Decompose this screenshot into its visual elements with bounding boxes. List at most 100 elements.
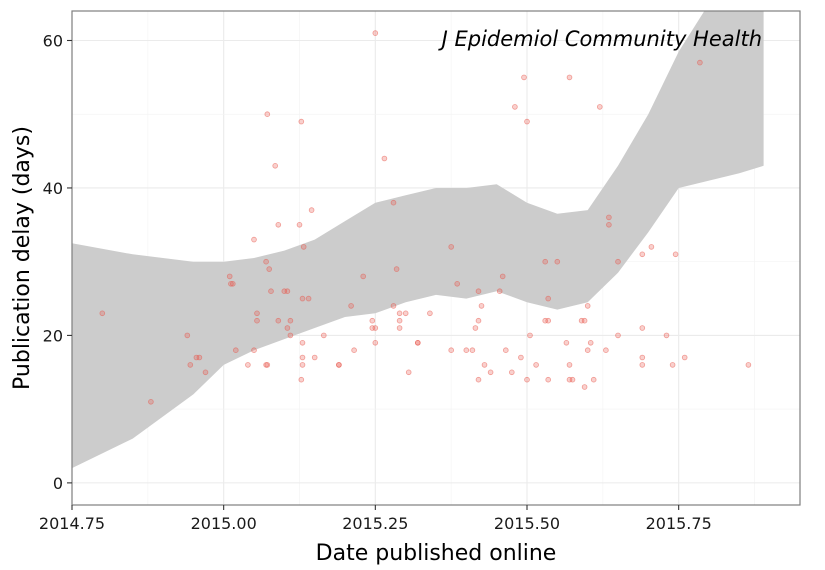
data-point xyxy=(566,74,573,81)
data-point xyxy=(336,362,342,368)
data-point xyxy=(524,376,530,383)
y-axis-title: Publication delay (days) xyxy=(10,126,35,390)
data-point xyxy=(275,317,282,324)
data-point xyxy=(251,236,257,243)
data-point xyxy=(502,347,509,354)
axes: 2014.75 2015.00 2015.25 2015.50 2015.75 0 20 40… xyxy=(39,31,712,533)
data-point xyxy=(264,111,271,117)
data-point xyxy=(396,317,403,324)
data-point xyxy=(499,273,506,280)
confidence-band xyxy=(72,11,764,469)
data-point xyxy=(663,332,670,339)
data-point xyxy=(298,118,305,125)
data-point xyxy=(475,376,482,383)
data-point xyxy=(448,244,455,250)
data-point xyxy=(508,369,515,376)
y-tick-label: 20 xyxy=(43,326,63,345)
data-point xyxy=(681,354,688,361)
data-point xyxy=(390,199,397,206)
data-point xyxy=(524,118,530,125)
data-point xyxy=(396,325,403,331)
data-point xyxy=(481,362,488,368)
data-point xyxy=(230,280,236,287)
data-point xyxy=(284,325,291,331)
data-point xyxy=(639,354,646,361)
data-point xyxy=(405,369,412,376)
data-point xyxy=(697,59,703,66)
data-point xyxy=(196,354,203,361)
data-point xyxy=(390,303,397,309)
x-tick-label: 2015.50 xyxy=(494,514,560,533)
data-point xyxy=(287,317,294,324)
data-point xyxy=(469,347,476,354)
data-point xyxy=(596,104,603,110)
data-point xyxy=(584,347,591,354)
data-point xyxy=(745,362,752,368)
panel-border xyxy=(71,10,801,506)
data-point xyxy=(268,288,274,295)
data-point xyxy=(287,332,294,339)
data-point xyxy=(254,317,260,324)
data-point xyxy=(360,273,367,280)
data-point xyxy=(299,295,306,302)
data-point xyxy=(372,30,379,36)
data-point xyxy=(226,273,233,280)
data-point xyxy=(284,288,291,295)
data-points xyxy=(99,30,752,405)
data-point xyxy=(311,354,318,361)
data-point xyxy=(496,288,503,295)
data-point xyxy=(603,347,609,354)
data-point xyxy=(615,332,621,339)
data-point xyxy=(512,104,518,110)
x-tick-label: 2014.75 xyxy=(39,514,105,533)
data-point xyxy=(228,280,234,287)
data-point xyxy=(305,295,312,302)
data-point xyxy=(414,339,421,346)
data-point xyxy=(478,303,485,309)
data-point xyxy=(527,332,533,339)
data-point xyxy=(251,347,257,354)
data-point xyxy=(533,362,539,368)
data-point xyxy=(542,258,548,265)
data-point xyxy=(554,258,561,265)
data-point xyxy=(472,325,479,331)
x-tick-label: 2015.75 xyxy=(646,514,712,533)
data-point xyxy=(545,317,551,324)
data-point xyxy=(381,155,388,162)
data-point xyxy=(569,376,576,383)
data-point xyxy=(581,384,588,390)
data-point xyxy=(263,362,269,368)
data-point xyxy=(187,362,194,368)
data-point xyxy=(427,310,433,317)
y-tick-label: 0 xyxy=(53,474,63,493)
data-point xyxy=(518,354,524,361)
data-point xyxy=(463,347,470,354)
y-tick-label: 60 xyxy=(43,31,63,50)
data-point xyxy=(396,310,403,317)
data-point xyxy=(545,376,551,383)
data-point xyxy=(372,325,379,331)
data-point xyxy=(148,398,154,405)
data-point xyxy=(184,332,191,339)
data-point xyxy=(487,369,494,376)
data-point xyxy=(300,244,307,250)
data-point xyxy=(475,317,482,324)
data-point xyxy=(393,266,400,272)
data-point xyxy=(272,163,279,169)
data-point xyxy=(454,280,461,287)
data-point xyxy=(581,317,588,324)
data-point xyxy=(233,347,239,354)
data-point xyxy=(448,347,455,354)
data-point xyxy=(296,222,303,228)
x-tick-label: 2015.25 xyxy=(342,514,408,533)
data-point xyxy=(320,332,327,339)
data-point xyxy=(99,310,106,317)
data-point xyxy=(298,376,305,383)
data-point xyxy=(566,362,573,368)
chart-annotation: J Epidemiol Community Health xyxy=(438,27,762,51)
data-point xyxy=(275,222,282,228)
data-point xyxy=(263,258,269,265)
data-point xyxy=(648,244,655,250)
data-point xyxy=(639,362,646,368)
data-point xyxy=(254,310,260,317)
